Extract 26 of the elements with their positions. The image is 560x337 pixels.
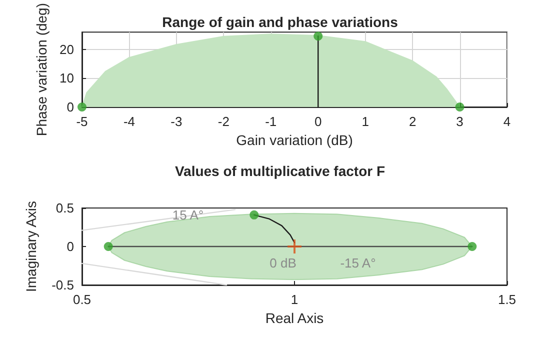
y-axis-title: Imaginary Axis — [23, 200, 39, 292]
x-tick-label: 1.5 — [498, 292, 516, 307]
y-tick-label: 0.5 — [56, 200, 74, 216]
x-tick-label: 3 — [456, 114, 464, 129]
annotation: -15 A° — [340, 256, 376, 270]
x-tick-label: 1 — [290, 292, 298, 307]
x-tick-label: 4 — [503, 114, 511, 129]
x-tick-label: -3 — [170, 114, 182, 129]
y-tick-label: 10 — [60, 70, 74, 86]
x-axis-title: Real Axis — [265, 310, 324, 326]
annotation: 0 dB — [270, 256, 296, 270]
chart-title: Values of multiplicative factor F — [174, 163, 386, 179]
x-axis-title: Gain variation (dB) — [236, 132, 353, 148]
y-tick-label: 20 — [60, 42, 74, 57]
y-tick-label: 0 — [66, 239, 74, 254]
x-tick-label: -1 — [265, 114, 277, 129]
y-tick-label: 0 — [66, 100, 74, 114]
x-tick-label: -5 — [76, 114, 88, 129]
y-axis-title: Phase variation (deg) — [34, 3, 50, 136]
x-tick-label: -4 — [123, 114, 136, 129]
chart-title: Range of gain and phase variations — [162, 14, 398, 30]
x-tick-label: 2 — [408, 114, 416, 129]
x-tick-label: -2 — [218, 114, 230, 129]
x-tick-label: 0 — [314, 114, 322, 129]
y-tick-label: -0.5 — [52, 278, 74, 292]
x-tick-label: 1 — [362, 114, 369, 129]
